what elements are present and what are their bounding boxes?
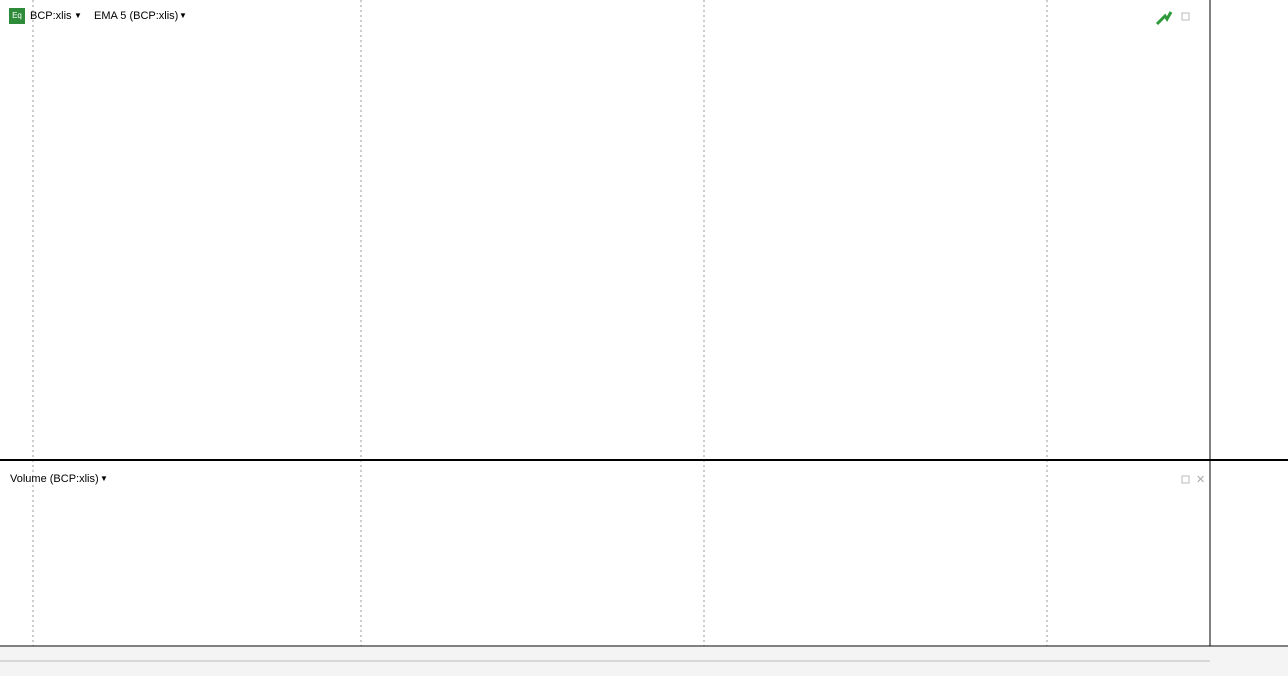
maximize-icon[interactable] — [1181, 475, 1190, 484]
symbol-name[interactable]: BCP:xlis — [30, 10, 72, 22]
dropdown-arrow[interactable]: ▼ — [179, 11, 187, 20]
dropdown-arrow[interactable]: ▼ — [100, 474, 108, 483]
volume-title[interactable]: Volume (BCP:xlis) — [10, 473, 99, 485]
symbol-icon-text: Eq — [12, 11, 22, 20]
close-icon[interactable]: ✕ — [1196, 474, 1205, 486]
trend-icon[interactable] — [1155, 11, 1173, 26]
maximize-icon[interactable] — [1181, 12, 1190, 21]
symbol-icon[interactable] — [9, 8, 25, 24]
indicator-name[interactable]: EMA 5 (BCP:xlis) — [94, 10, 178, 22]
dropdown-arrow[interactable]: ▼ — [74, 11, 82, 20]
